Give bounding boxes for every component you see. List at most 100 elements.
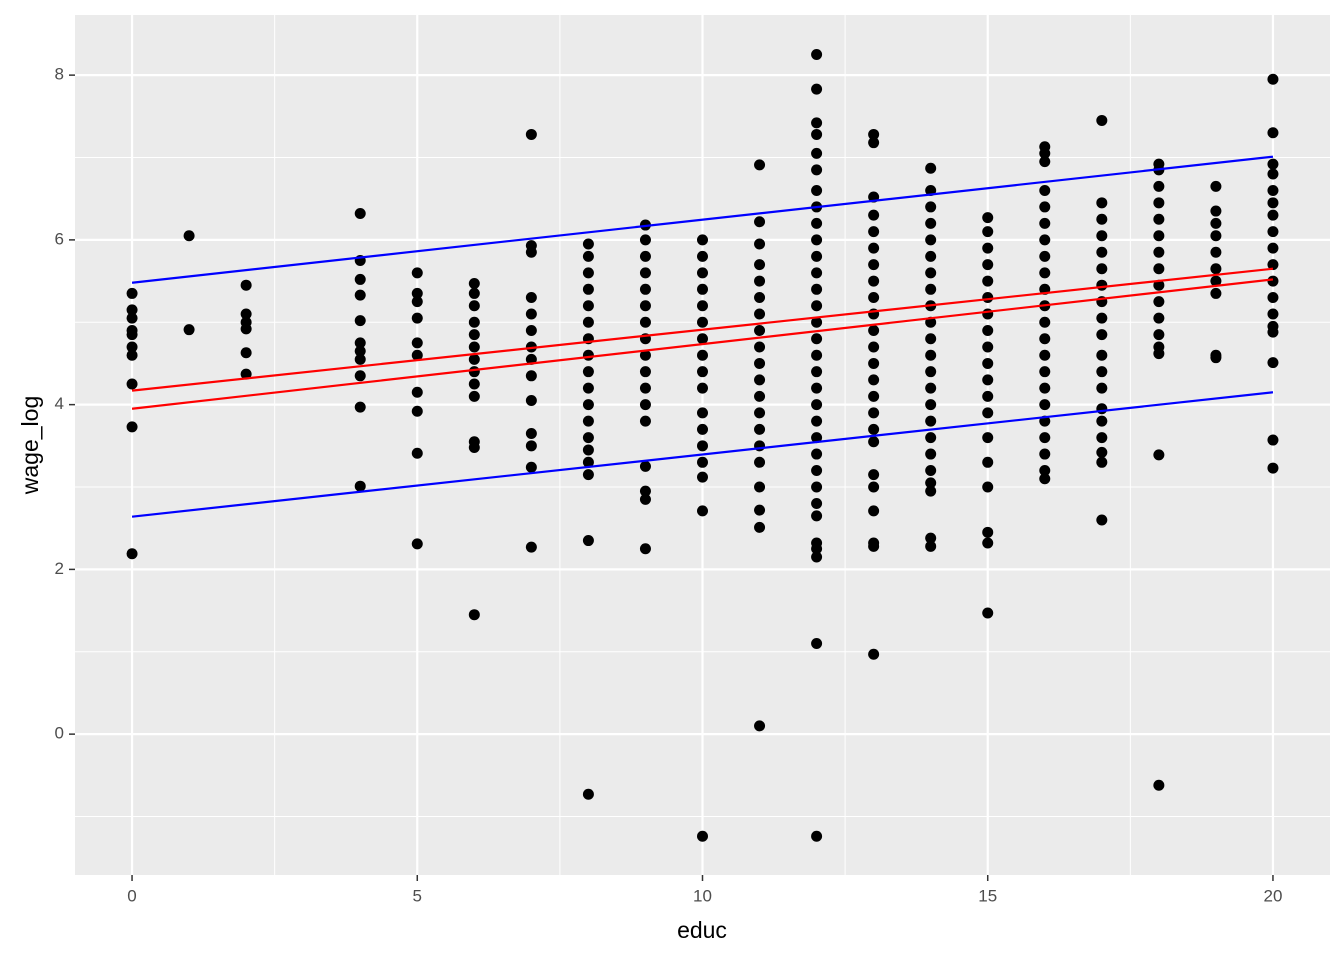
point (1210, 263, 1222, 275)
point (754, 275, 766, 287)
point (868, 341, 880, 353)
point (525, 308, 537, 320)
point (639, 250, 651, 262)
point (1153, 312, 1165, 324)
point (754, 292, 766, 304)
point (868, 259, 880, 271)
point (868, 505, 880, 517)
point (868, 436, 880, 448)
point (411, 267, 423, 279)
point (754, 374, 766, 386)
point (1153, 213, 1165, 225)
point (126, 349, 138, 361)
point (411, 447, 423, 459)
point (126, 421, 138, 433)
point (982, 292, 994, 304)
point (982, 308, 994, 320)
point (811, 432, 823, 444)
point (925, 366, 937, 378)
point (982, 432, 994, 444)
point (1039, 250, 1051, 262)
point (582, 316, 594, 328)
point (868, 469, 880, 481)
point (411, 405, 423, 417)
point (525, 427, 537, 439)
point (354, 401, 366, 413)
point (811, 551, 823, 563)
x-tick-label: 10 (693, 886, 712, 905)
point (468, 378, 480, 390)
point (126, 287, 138, 299)
point (639, 283, 651, 295)
point (868, 648, 880, 660)
point (354, 345, 366, 357)
point (811, 366, 823, 378)
point (468, 329, 480, 341)
point (754, 720, 766, 732)
point (468, 609, 480, 621)
point (811, 128, 823, 140)
point (754, 324, 766, 336)
point (1096, 382, 1108, 394)
point (354, 370, 366, 382)
point (1039, 432, 1051, 444)
fit-line (131, 391, 1274, 518)
point (868, 324, 880, 336)
point (582, 250, 594, 262)
point (354, 208, 366, 220)
point (811, 164, 823, 176)
point (582, 300, 594, 312)
point (982, 537, 994, 549)
point (582, 267, 594, 279)
point (697, 349, 708, 361)
point (1096, 329, 1108, 341)
point (982, 526, 994, 538)
point (1153, 246, 1165, 258)
point (411, 386, 423, 398)
point (183, 324, 195, 336)
point (697, 830, 708, 842)
point (639, 316, 651, 328)
point (1267, 462, 1279, 474)
point (1039, 366, 1051, 378)
point (811, 250, 823, 262)
point (126, 378, 138, 390)
point (697, 234, 708, 246)
point (1039, 156, 1051, 168)
point (697, 456, 708, 468)
point (1153, 263, 1165, 275)
point (868, 357, 880, 369)
point (582, 283, 594, 295)
point (468, 353, 480, 365)
point (468, 287, 480, 299)
point (1096, 213, 1108, 225)
point (1267, 357, 1279, 369)
point (1096, 456, 1108, 468)
point (468, 341, 480, 353)
point (1096, 349, 1108, 361)
point (468, 441, 480, 453)
point (697, 283, 708, 295)
point (1039, 349, 1051, 361)
point (1039, 333, 1051, 345)
point (1153, 449, 1165, 461)
point (754, 259, 766, 271)
point (868, 390, 880, 402)
point (754, 481, 766, 493)
point (811, 300, 823, 312)
point (868, 374, 880, 386)
point (468, 278, 480, 290)
point (582, 788, 594, 800)
point (925, 333, 937, 345)
point (868, 407, 880, 419)
point (754, 390, 766, 402)
point (1153, 329, 1165, 341)
point (925, 485, 937, 497)
point (925, 448, 937, 460)
point (525, 324, 537, 336)
point (1153, 197, 1165, 209)
y-tick-label: 0 (55, 724, 64, 743)
point (868, 481, 880, 493)
point (982, 390, 994, 402)
point (754, 521, 766, 533)
